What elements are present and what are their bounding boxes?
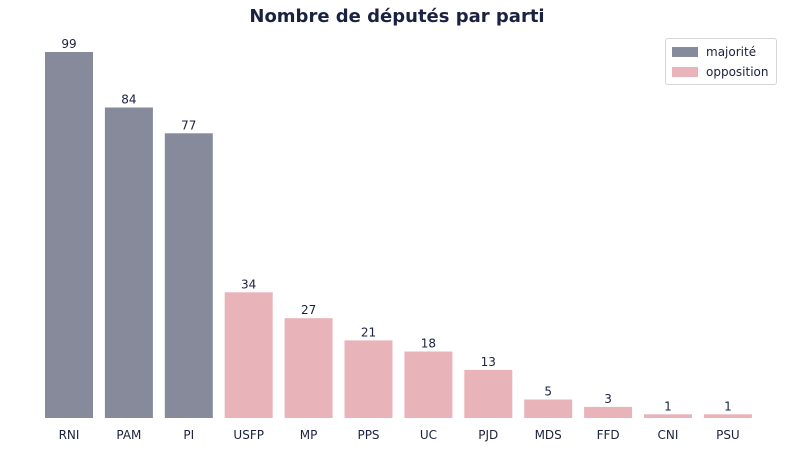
value-label-mds: 5 xyxy=(544,385,552,399)
category-label-usfp: USFP xyxy=(233,428,264,442)
category-label-uc: UC xyxy=(420,428,437,442)
value-label-rni: 99 xyxy=(61,37,76,51)
category-label-mp: MP xyxy=(300,428,318,442)
category-label-cni: CNI xyxy=(658,428,679,442)
value-label-ffd: 3 xyxy=(604,392,612,406)
category-label-rni: RNI xyxy=(59,428,80,442)
category-label-pam: PAM xyxy=(116,428,141,442)
bar-pam xyxy=(104,107,153,418)
value-label-uc: 18 xyxy=(421,337,436,351)
legend-label-majorite: majorité xyxy=(706,45,757,59)
bar-rni xyxy=(45,52,93,418)
legend-item-opposition: opposition xyxy=(672,63,770,81)
value-label-mp: 27 xyxy=(301,303,316,317)
value-label-pam: 84 xyxy=(121,93,136,107)
legend-swatch-opposition xyxy=(672,67,698,77)
legend-label-opposition: opposition xyxy=(706,65,769,79)
legend-item-majorite: majorité xyxy=(672,43,770,61)
legend-swatch-majorite xyxy=(672,47,698,57)
bar-mp xyxy=(284,318,333,418)
bar-ffd xyxy=(584,406,633,418)
chart-legend: majorité opposition xyxy=(665,38,777,85)
chart-title: Nombre de députés par parti xyxy=(249,6,545,27)
value-label-psu: 1 xyxy=(724,399,732,413)
bar-uc xyxy=(404,351,453,418)
bar-pi xyxy=(164,133,213,419)
category-label-psu: PSU xyxy=(716,428,740,442)
bar-pjd xyxy=(464,369,513,418)
bar-psu xyxy=(703,414,752,418)
bar-mds xyxy=(524,399,573,418)
bar-cni xyxy=(644,414,692,418)
value-label-pjd: 13 xyxy=(481,355,496,369)
category-label-pps: PPS xyxy=(357,428,379,442)
bar-usfp xyxy=(224,292,273,418)
category-label-mds: MDS xyxy=(535,428,562,442)
value-label-pi: 77 xyxy=(181,118,196,132)
value-label-usfp: 34 xyxy=(241,277,256,291)
category-label-pjd: PJD xyxy=(478,428,498,442)
value-label-pps: 21 xyxy=(361,325,376,339)
category-label-ffd: FFD xyxy=(597,428,620,442)
value-label-cni: 1 xyxy=(664,399,672,413)
category-label-pi: PI xyxy=(183,428,194,442)
bar-pps xyxy=(344,340,393,418)
